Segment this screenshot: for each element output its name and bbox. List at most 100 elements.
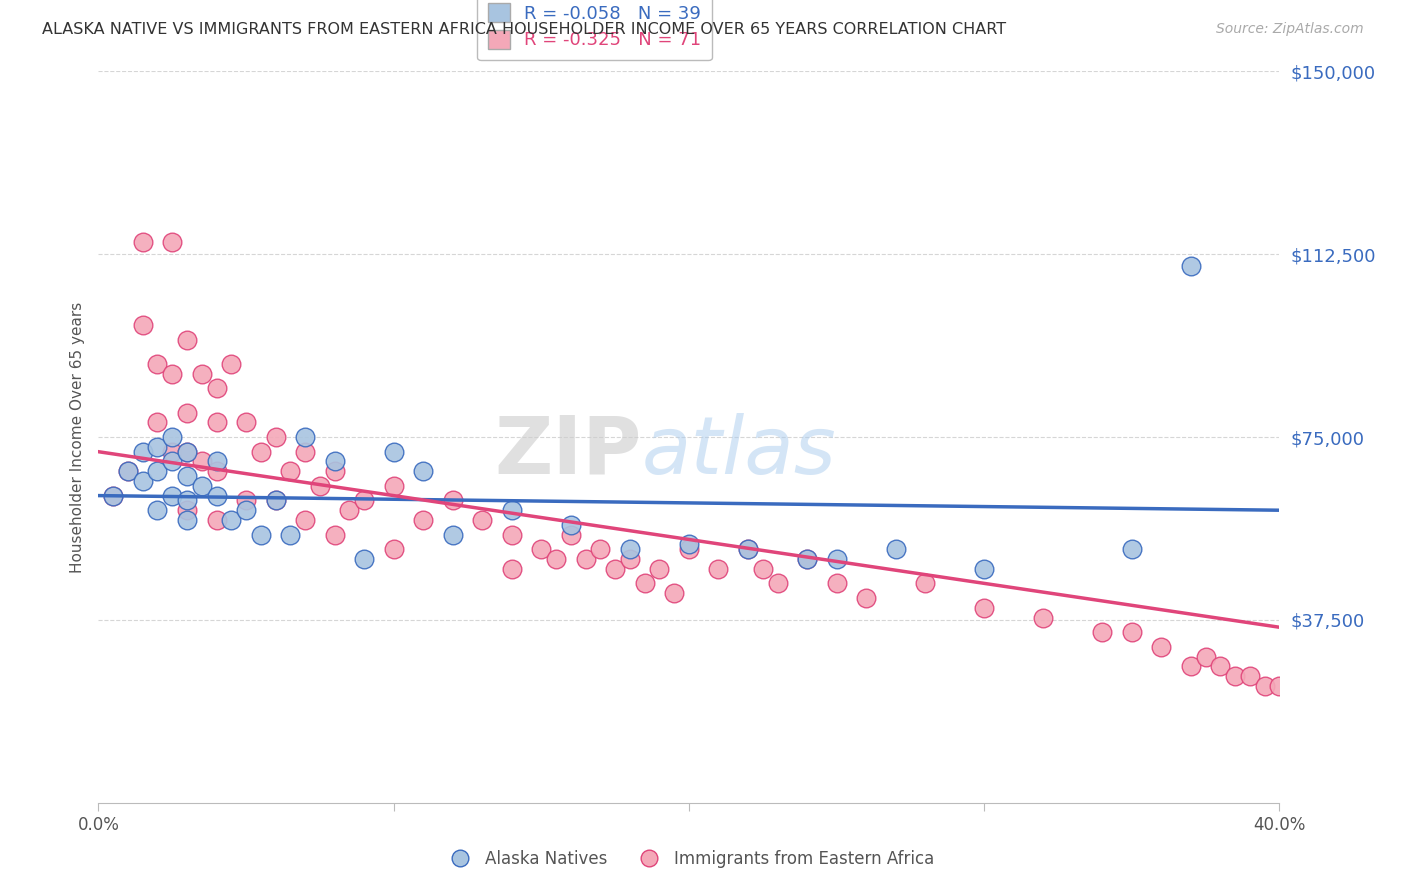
Point <box>205 464 228 478</box>
Point <box>648 562 671 576</box>
Point <box>796 552 818 566</box>
Point <box>560 527 582 541</box>
Point <box>884 542 907 557</box>
Point <box>132 235 155 249</box>
Point <box>1121 542 1143 557</box>
Point <box>339 503 361 517</box>
Point <box>132 444 155 458</box>
Point <box>412 464 434 478</box>
Point <box>914 576 936 591</box>
Point <box>855 591 877 605</box>
Point <box>176 493 198 508</box>
Point <box>132 474 155 488</box>
Point <box>1180 659 1202 673</box>
Point <box>294 444 316 458</box>
Point <box>146 416 169 430</box>
Point <box>323 454 346 468</box>
Point <box>235 503 257 517</box>
Point <box>382 479 405 493</box>
Point <box>1209 659 1232 673</box>
Point <box>353 493 375 508</box>
Point <box>323 464 346 478</box>
Point <box>280 464 302 478</box>
Point <box>176 406 198 420</box>
Point <box>294 513 316 527</box>
Point <box>1195 649 1218 664</box>
Point <box>353 552 375 566</box>
Point <box>1032 610 1054 624</box>
Point <box>1254 679 1277 693</box>
Point <box>589 542 612 557</box>
Point <box>205 489 228 503</box>
Point <box>382 444 405 458</box>
Point <box>146 503 169 517</box>
Point <box>501 527 523 541</box>
Point <box>146 464 169 478</box>
Point <box>605 562 627 576</box>
Point <box>412 513 434 527</box>
Point <box>323 527 346 541</box>
Point <box>162 367 183 381</box>
Point <box>205 381 228 395</box>
Point <box>737 542 759 557</box>
Point <box>264 493 287 508</box>
Point <box>766 576 789 591</box>
Point <box>1180 260 1202 274</box>
Point <box>678 537 700 551</box>
Point <box>221 357 243 371</box>
Point <box>264 430 287 444</box>
Point <box>176 444 198 458</box>
Point <box>530 542 553 557</box>
Point <box>619 542 641 557</box>
Point <box>221 513 243 527</box>
Point <box>1225 669 1247 683</box>
Text: ZIP: ZIP <box>495 413 641 491</box>
Point <box>737 542 759 557</box>
Point <box>382 542 405 557</box>
Point <box>117 464 139 478</box>
Point <box>103 489 125 503</box>
Point <box>162 235 183 249</box>
Point <box>162 444 183 458</box>
Text: Source: ZipAtlas.com: Source: ZipAtlas.com <box>1216 22 1364 37</box>
Point <box>176 469 198 483</box>
Point <box>501 562 523 576</box>
Point <box>825 576 848 591</box>
Point <box>575 552 598 566</box>
Legend: Alaska Natives, Immigrants from Eastern Africa: Alaska Natives, Immigrants from Eastern … <box>437 844 941 875</box>
Point <box>191 367 214 381</box>
Point <box>191 454 214 468</box>
Point <box>205 416 228 430</box>
Point <box>205 513 228 527</box>
Point <box>546 552 568 566</box>
Point <box>103 489 125 503</box>
Point <box>501 503 523 517</box>
Point <box>441 527 464 541</box>
Point <box>176 444 198 458</box>
Point <box>176 513 198 527</box>
Point <box>146 357 169 371</box>
Point <box>162 489 183 503</box>
Point <box>1121 625 1143 640</box>
Point <box>176 503 198 517</box>
Text: atlas: atlas <box>641 413 837 491</box>
Point <box>146 440 169 454</box>
Point <box>235 493 257 508</box>
Point <box>235 416 257 430</box>
Point <box>441 493 464 508</box>
Point <box>309 479 332 493</box>
Point <box>678 542 700 557</box>
Point <box>707 562 730 576</box>
Point <box>560 517 582 532</box>
Point <box>634 576 657 591</box>
Point <box>205 454 228 468</box>
Point <box>796 552 818 566</box>
Point <box>162 430 183 444</box>
Point <box>280 527 302 541</box>
Point <box>1239 669 1261 683</box>
Point <box>264 493 287 508</box>
Point <box>294 430 316 444</box>
Point <box>471 513 494 527</box>
Y-axis label: Householder Income Over 65 years: Householder Income Over 65 years <box>69 301 84 573</box>
Point <box>176 333 198 347</box>
